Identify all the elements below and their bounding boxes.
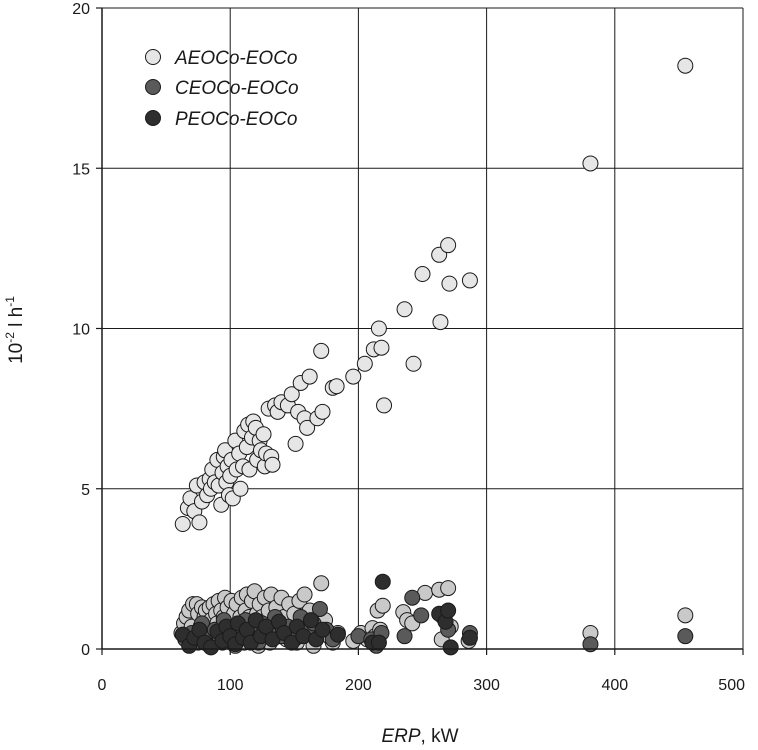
data-point <box>374 597 391 614</box>
data-point <box>299 419 316 436</box>
data-point <box>301 368 318 385</box>
data-point <box>677 57 694 74</box>
y-tick-label: 20 <box>72 1 90 18</box>
data-point <box>373 339 390 356</box>
data-point <box>432 314 449 331</box>
data-point <box>677 607 694 624</box>
data-point <box>345 368 362 385</box>
data-point <box>302 612 319 629</box>
data-point <box>413 607 430 624</box>
data-point <box>296 586 313 603</box>
data-point <box>283 386 300 403</box>
data-point <box>328 378 345 395</box>
data-point <box>414 266 431 283</box>
data-point <box>440 602 457 619</box>
y-tick-label: 15 <box>72 161 90 178</box>
y-tick-label: 5 <box>81 482 90 499</box>
data-point <box>440 237 457 254</box>
x-tick-label: 0 <box>98 677 107 694</box>
x-tick-label: 300 <box>473 677 500 694</box>
x-tick-label: 200 <box>345 677 372 694</box>
legend-marker-ceoco <box>145 79 161 95</box>
data-point <box>582 636 599 653</box>
x-tick-label: 100 <box>217 677 244 694</box>
data-point <box>255 426 272 443</box>
x-tick-label: 500 <box>718 677 745 694</box>
data-point <box>396 301 413 318</box>
legend-marker-aeoco <box>145 49 161 65</box>
data-point <box>264 456 281 473</box>
legend: AEOCo-EOCo CEOCo-EOCo PEOCo-EOCo <box>145 48 299 130</box>
data-point <box>232 480 249 497</box>
y-tick-label: 10 <box>72 322 90 339</box>
data-point <box>356 355 373 372</box>
data-point <box>441 275 458 292</box>
data-point <box>440 580 457 597</box>
legend-label-ceoco: CEOCo-EOCo <box>175 78 299 99</box>
data-point <box>313 575 330 592</box>
y-tick-label: 0 <box>81 642 90 659</box>
x-axis-title: ERP, kW <box>381 726 458 747</box>
data-point <box>311 600 328 617</box>
data-point <box>461 272 478 289</box>
data-point <box>174 516 191 533</box>
grid-lines <box>102 7 744 649</box>
data-point <box>314 621 331 638</box>
data-point <box>396 628 413 645</box>
x-tick-label: 400 <box>601 677 628 694</box>
data-point <box>370 320 387 337</box>
data-point <box>461 629 478 646</box>
y-axis-title: 10-2 l h-1 <box>3 296 27 364</box>
data-point <box>191 514 208 531</box>
data-point <box>442 639 459 656</box>
axes <box>96 7 744 655</box>
data-point <box>404 589 421 606</box>
data-point <box>287 435 304 452</box>
legend-label-peoco: PEOCo-EOCo <box>175 109 297 130</box>
legend-marker-peoco <box>145 110 161 126</box>
data-points <box>173 57 694 656</box>
data-point <box>677 628 694 645</box>
legend-label-aeoco: AEOCo-EOCo <box>174 48 297 69</box>
data-point <box>376 397 393 414</box>
data-point <box>374 573 391 590</box>
data-point <box>313 342 330 359</box>
data-point <box>329 626 346 643</box>
data-point <box>405 355 422 372</box>
data-point <box>370 634 387 651</box>
data-point <box>582 155 599 172</box>
data-point <box>314 403 331 420</box>
